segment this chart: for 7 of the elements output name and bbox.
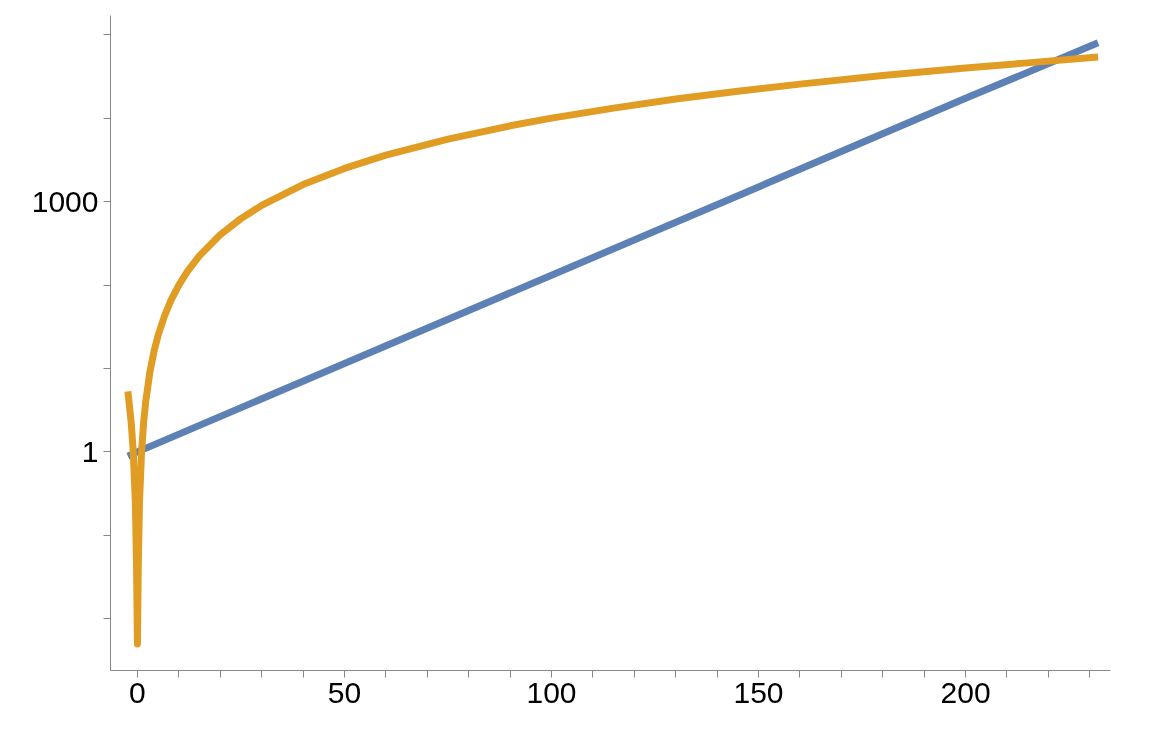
x-tick-label: 200 xyxy=(940,675,991,709)
x-tick-label: 0 xyxy=(129,675,146,709)
x-tick-label: 50 xyxy=(327,675,362,709)
x-tick-label: 100 xyxy=(526,675,577,709)
x-tick-label: 150 xyxy=(733,675,784,709)
y-tick-label: 1000 xyxy=(31,184,99,218)
y-tick-label: 1 xyxy=(81,434,99,468)
